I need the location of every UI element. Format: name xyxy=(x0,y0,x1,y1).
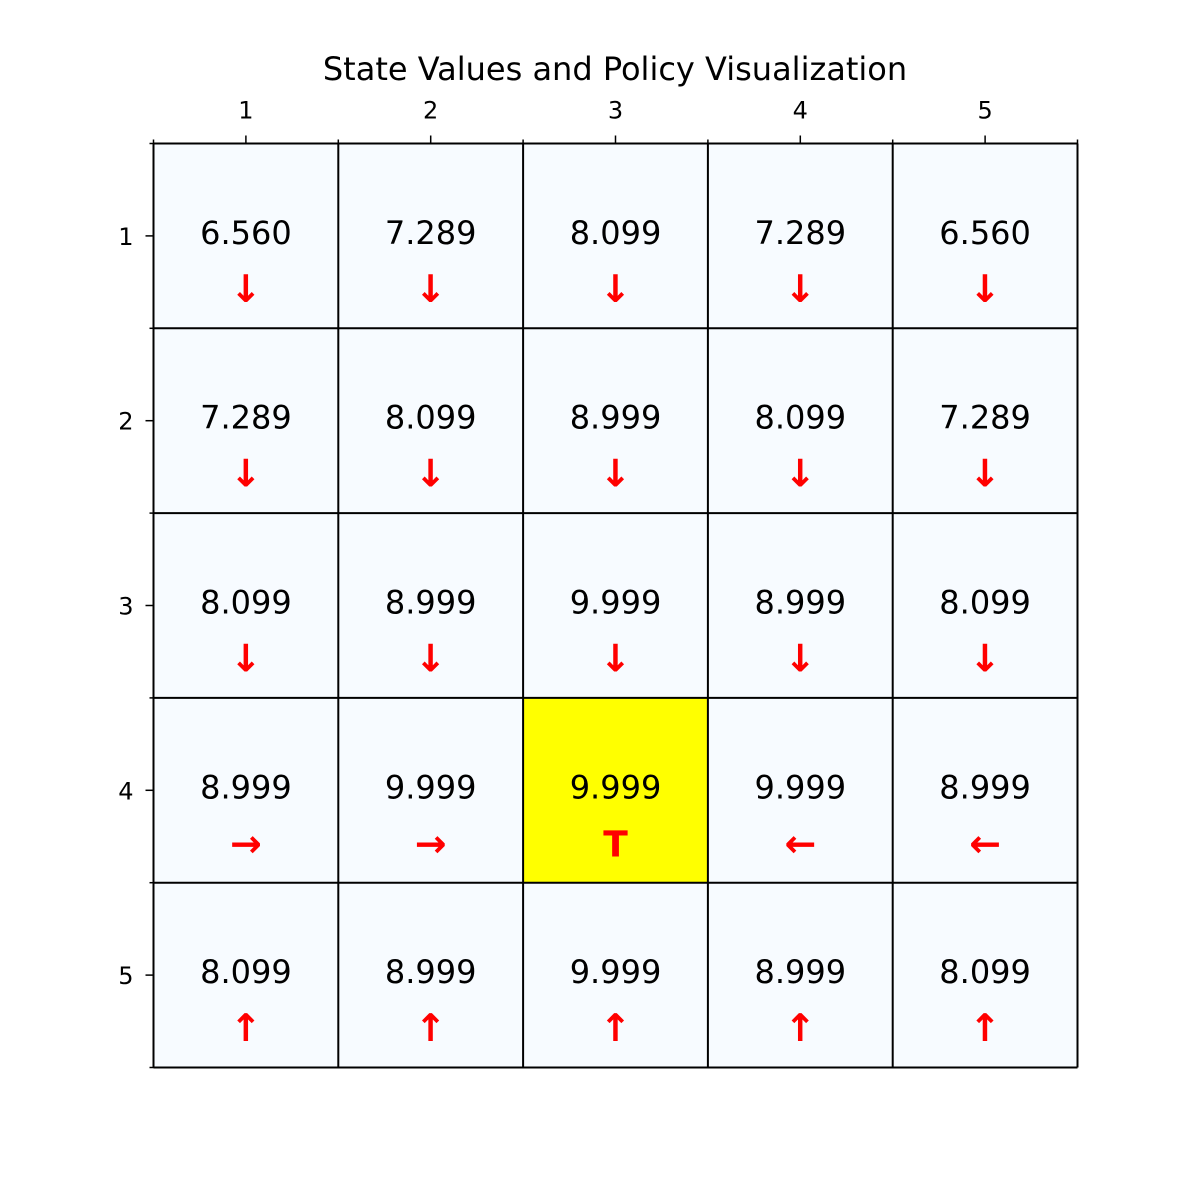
policy-arrow: ↑ xyxy=(600,1006,632,1050)
grid-cell xyxy=(153,513,339,698)
policy-arrow: ↓ xyxy=(600,637,632,681)
state-value-label: 7.289 xyxy=(385,214,477,252)
policy-arrow: ↓ xyxy=(600,267,632,311)
grid-cell xyxy=(892,328,1078,514)
state-value-label: 8.999 xyxy=(939,768,1031,806)
policy-arrow: ← xyxy=(784,821,816,865)
state-value-label: 8.999 xyxy=(385,584,477,622)
state-value-label: 9.999 xyxy=(570,953,662,991)
grid-cell xyxy=(338,697,524,883)
policy-arrow: ↑ xyxy=(969,1006,1001,1050)
state-value-label: 8.099 xyxy=(200,953,292,991)
state-value-label: 8.099 xyxy=(570,214,662,252)
state-value-label: 9.999 xyxy=(570,584,662,622)
state-value-label: 6.560 xyxy=(939,214,1031,252)
policy-arrow: ↓ xyxy=(600,452,632,496)
policy-arrow: → xyxy=(230,821,262,865)
state-value-label: 7.289 xyxy=(200,399,292,437)
state-value-label: 8.999 xyxy=(754,953,846,991)
state-value-label: 7.289 xyxy=(754,214,846,252)
chart-title: State Values and Policy Visualization xyxy=(323,50,907,88)
grid-cell xyxy=(892,882,1078,1068)
policy-arrow: ↓ xyxy=(230,452,262,496)
grid-cell xyxy=(707,882,893,1068)
state-value-label: 6.560 xyxy=(200,214,292,252)
policy-arrow: ↑ xyxy=(415,1006,447,1050)
policy-arrow: ↓ xyxy=(230,637,262,681)
grid-cell xyxy=(338,143,524,329)
x-tick-label: 5 xyxy=(977,97,992,125)
grid-cell xyxy=(892,697,1078,883)
y-tick-label: 3 xyxy=(118,593,133,621)
state-value-label: 9.999 xyxy=(754,768,846,806)
grid-cell xyxy=(153,882,339,1068)
grid-cells xyxy=(153,143,1078,1068)
grid-cell xyxy=(523,143,708,329)
state-value-label: 8.099 xyxy=(385,399,477,437)
y-tick-label: 4 xyxy=(118,777,133,805)
policy-arrow: ← xyxy=(969,821,1001,865)
grid-cell xyxy=(153,328,339,514)
policy-arrow: ↑ xyxy=(784,1006,816,1050)
policy-arrow: ↓ xyxy=(969,452,1001,496)
policy-arrow: ↓ xyxy=(784,452,816,496)
grid-cell xyxy=(523,513,708,698)
state-value-label: 8.099 xyxy=(754,399,846,437)
grid-cell xyxy=(153,143,339,329)
x-tick-label: 3 xyxy=(608,97,623,125)
y-tick-label: 5 xyxy=(118,962,133,990)
state-value-label: 7.289 xyxy=(939,399,1031,437)
state-value-label: 8.999 xyxy=(754,584,846,622)
x-tick-label: 4 xyxy=(793,97,808,125)
grid-cell xyxy=(523,882,708,1068)
state-value-label: 8.999 xyxy=(385,953,477,991)
state-value-label: 8.999 xyxy=(570,399,662,437)
grid-cell xyxy=(523,328,708,514)
policy-arrow: → xyxy=(415,821,447,865)
y-tick-label: 2 xyxy=(118,408,133,436)
grid-cell xyxy=(153,697,339,883)
terminal-cell xyxy=(523,697,708,883)
terminal-marker: T xyxy=(603,824,628,865)
policy-arrow: ↓ xyxy=(784,637,816,681)
state-value-label: 8.999 xyxy=(200,768,292,806)
grid-cell xyxy=(707,513,893,698)
y-tick-label: 1 xyxy=(118,223,133,251)
grid-cell xyxy=(892,513,1078,698)
axis-ticks: 1 2 3 4 5 1 2 3 4 5 xyxy=(118,97,1079,1069)
policy-arrow: ↓ xyxy=(784,267,816,311)
grid-cell xyxy=(338,513,524,698)
grid-cell xyxy=(338,882,524,1068)
x-tick-label: 1 xyxy=(238,97,253,125)
state-value-label: 9.999 xyxy=(385,768,477,806)
state-value-label: 8.099 xyxy=(200,584,292,622)
cell-labels: 6.560 ↓ 7.289 ↓ 8.099 ↓ 7.289 ↓ 6.560 ↓ 7.289 ↓ 8.09… xyxy=(200,214,1031,1050)
x-tick-label: 2 xyxy=(423,97,438,125)
policy-arrow: ↓ xyxy=(230,267,262,311)
grid-cell xyxy=(707,328,893,514)
state-value-label: 9.999 xyxy=(570,768,662,806)
state-value-label: 8.099 xyxy=(939,953,1031,991)
grid-cell xyxy=(892,143,1078,329)
policy-arrow: ↓ xyxy=(415,452,447,496)
grid-cell xyxy=(338,328,524,514)
grid-lines xyxy=(152,142,1079,1069)
grid-cell xyxy=(707,697,893,883)
grid-cell xyxy=(707,143,893,329)
state-value-label: 8.099 xyxy=(939,584,1031,622)
policy-arrow: ↓ xyxy=(415,267,447,311)
policy-arrow: ↑ xyxy=(230,1006,262,1050)
policy-arrow: ↓ xyxy=(415,637,447,681)
policy-arrow: ↓ xyxy=(969,637,1001,681)
policy-arrow: ↓ xyxy=(969,267,1001,311)
